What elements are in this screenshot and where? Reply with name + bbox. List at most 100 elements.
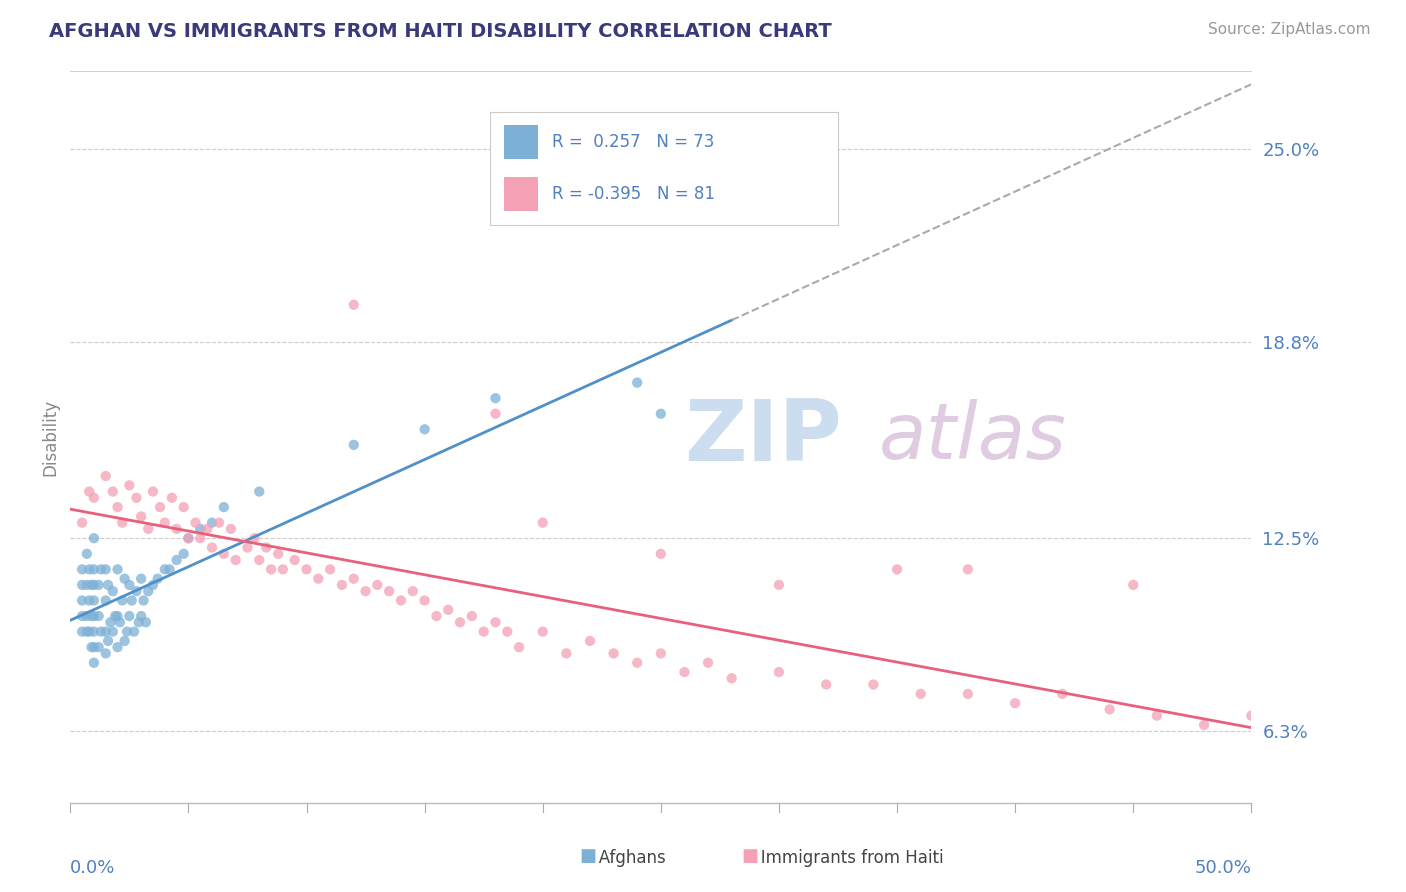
Point bbox=[83, 609, 105, 624]
Point bbox=[267, 547, 290, 561]
Point bbox=[77, 562, 100, 576]
Point bbox=[76, 624, 98, 639]
Point bbox=[87, 640, 110, 655]
Point bbox=[77, 484, 100, 499]
Point bbox=[815, 677, 838, 691]
Text: Afghans: Afghans bbox=[583, 849, 666, 867]
Point bbox=[114, 572, 136, 586]
Point bbox=[531, 516, 554, 530]
Point bbox=[201, 516, 224, 530]
Point bbox=[100, 615, 122, 630]
Point bbox=[83, 531, 105, 545]
Point bbox=[886, 562, 908, 576]
Point bbox=[413, 422, 436, 436]
Point bbox=[80, 609, 103, 624]
Point bbox=[129, 572, 152, 586]
Point bbox=[83, 578, 105, 592]
Point bbox=[83, 491, 105, 505]
Point bbox=[97, 578, 120, 592]
Point bbox=[149, 500, 172, 515]
Point bbox=[449, 615, 471, 630]
Point bbox=[114, 634, 136, 648]
Point bbox=[956, 562, 979, 576]
Point bbox=[159, 562, 181, 576]
Point bbox=[136, 584, 159, 599]
Point bbox=[115, 624, 138, 639]
Point bbox=[129, 509, 152, 524]
Point bbox=[354, 584, 377, 599]
Point bbox=[862, 677, 884, 691]
Point bbox=[107, 640, 129, 655]
Point bbox=[531, 624, 554, 639]
Point bbox=[437, 603, 460, 617]
Text: Immigrants from Haiti: Immigrants from Haiti bbox=[745, 849, 943, 867]
Point bbox=[142, 484, 165, 499]
Point bbox=[236, 541, 259, 555]
Point bbox=[166, 553, 188, 567]
Point bbox=[87, 578, 110, 592]
Text: atlas: atlas bbox=[879, 399, 1067, 475]
Point bbox=[94, 469, 117, 483]
Point bbox=[129, 609, 152, 624]
Point bbox=[247, 484, 270, 499]
Point bbox=[166, 522, 188, 536]
Point bbox=[195, 522, 218, 536]
Point bbox=[94, 624, 117, 639]
Text: ZIP: ZIP bbox=[685, 395, 842, 479]
Point bbox=[271, 562, 294, 576]
Point bbox=[70, 562, 93, 576]
Point bbox=[70, 593, 93, 607]
Point bbox=[1098, 702, 1121, 716]
Point bbox=[94, 562, 117, 576]
Point bbox=[602, 647, 624, 661]
Point bbox=[108, 615, 131, 630]
Point bbox=[212, 500, 235, 515]
Point bbox=[136, 522, 159, 536]
Point bbox=[177, 531, 200, 545]
Point bbox=[508, 640, 530, 655]
Point bbox=[1146, 708, 1168, 723]
Point bbox=[90, 562, 112, 576]
Text: Source: ZipAtlas.com: Source: ZipAtlas.com bbox=[1208, 22, 1371, 37]
Point bbox=[201, 541, 224, 555]
Point bbox=[153, 516, 176, 530]
Point bbox=[1052, 687, 1074, 701]
Point bbox=[555, 647, 578, 661]
Point bbox=[768, 578, 790, 592]
Point bbox=[177, 531, 200, 545]
Point bbox=[1192, 718, 1215, 732]
Point bbox=[107, 609, 129, 624]
Point bbox=[135, 615, 157, 630]
Point bbox=[118, 578, 141, 592]
Point bbox=[484, 615, 506, 630]
Point bbox=[243, 531, 266, 545]
Point bbox=[70, 609, 93, 624]
Point bbox=[160, 491, 183, 505]
Point bbox=[118, 609, 141, 624]
Point bbox=[484, 391, 506, 405]
Point bbox=[307, 572, 329, 586]
Point bbox=[247, 553, 270, 567]
Point bbox=[153, 562, 176, 576]
Point bbox=[76, 609, 98, 624]
Point bbox=[208, 516, 231, 530]
Point bbox=[260, 562, 283, 576]
Point bbox=[94, 593, 117, 607]
Point bbox=[188, 531, 211, 545]
Point bbox=[77, 624, 100, 639]
Point bbox=[142, 578, 165, 592]
Point bbox=[626, 656, 648, 670]
Point bbox=[83, 593, 105, 607]
Point bbox=[94, 647, 117, 661]
Text: 0.0%: 0.0% bbox=[70, 859, 115, 877]
Point bbox=[378, 584, 401, 599]
Text: 50.0%: 50.0% bbox=[1195, 859, 1251, 877]
Point bbox=[402, 584, 425, 599]
Point bbox=[118, 478, 141, 492]
Point bbox=[111, 516, 134, 530]
Point bbox=[212, 547, 235, 561]
Point bbox=[173, 547, 195, 561]
Point bbox=[219, 522, 242, 536]
Point bbox=[579, 634, 602, 648]
Point bbox=[80, 578, 103, 592]
